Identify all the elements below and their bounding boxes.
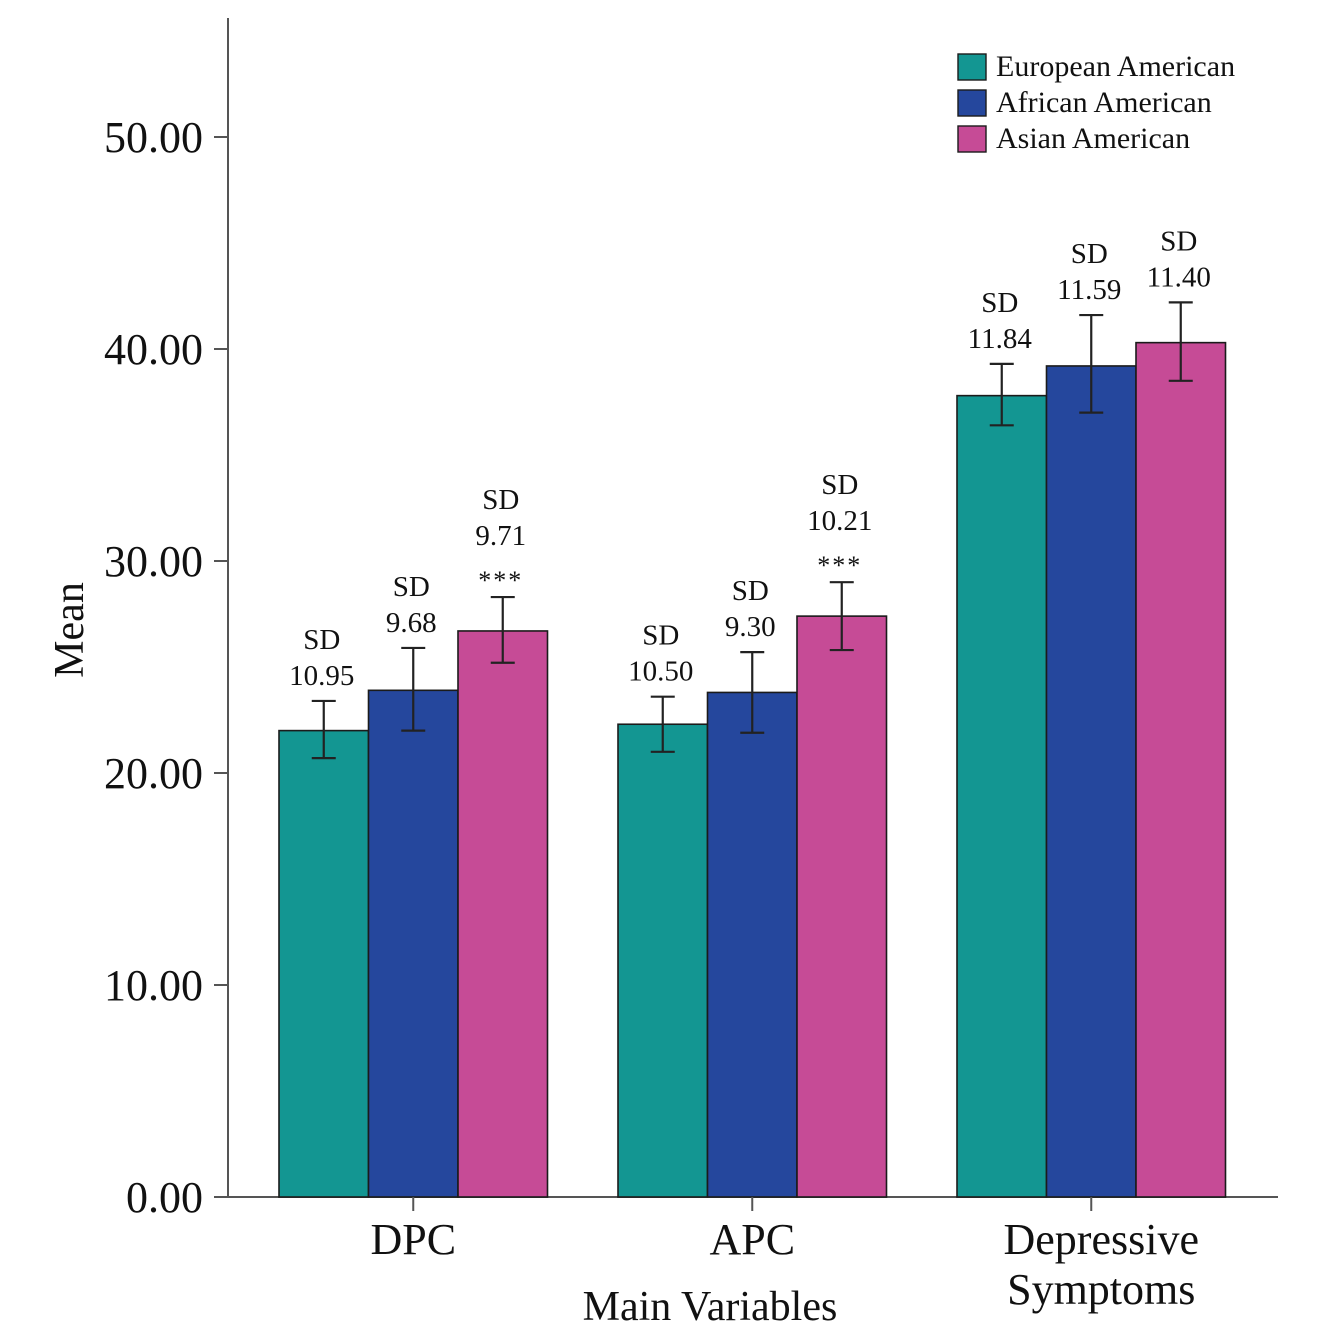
sd-value-label: 9.30 — [725, 611, 776, 643]
sd-value-label: 10.95 — [289, 660, 354, 692]
significance-label: *** — [478, 566, 523, 595]
y-tick-label: 0.00 — [126, 1173, 203, 1222]
y-tick-label: 30.00 — [104, 537, 203, 586]
sd-label: SD — [303, 624, 340, 656]
sd-value-label: 11.40 — [1147, 261, 1211, 293]
legend-label: African American — [996, 86, 1212, 119]
sd-value-label: 9.71 — [475, 520, 526, 552]
x-tick-label: Depressive — [1004, 1215, 1200, 1264]
legend-swatch — [957, 89, 987, 117]
sd-label: SD — [1071, 238, 1108, 270]
legend-swatch — [957, 53, 987, 81]
significance-label: *** — [817, 551, 862, 580]
legend-label: European American — [996, 50, 1235, 83]
bar-african-american — [1045, 365, 1137, 1198]
sd-value-label: 10.50 — [628, 656, 693, 688]
sd-label: SD — [821, 469, 858, 501]
sd-value-label: 11.84 — [968, 323, 1033, 355]
x-axis-title: Main Variables — [583, 1284, 838, 1326]
bar-european-american — [956, 394, 1048, 1198]
y-tick-label: 10.00 — [104, 961, 203, 1010]
y-tick-label: 20.00 — [104, 749, 203, 798]
legend-label: Asian American — [996, 122, 1190, 155]
legend-swatch — [957, 125, 987, 153]
sd-label: SD — [482, 484, 519, 516]
sd-value-label: 9.68 — [386, 607, 437, 639]
x-tick-label: Symptoms — [1007, 1265, 1195, 1314]
bar-european-american — [278, 729, 370, 1198]
sd-label: SD — [642, 620, 679, 652]
x-tick-label: APC — [709, 1215, 795, 1264]
y-axis-title: Mean — [47, 582, 93, 678]
y-tick-label: 40.00 — [104, 325, 203, 374]
sd-value-label: 10.21 — [807, 505, 872, 537]
bar-asian-american — [1135, 341, 1227, 1198]
sd-label: SD — [393, 571, 430, 603]
bar-asian-american — [796, 615, 888, 1198]
x-tick-label: DPC — [370, 1215, 456, 1264]
bar-european-american — [617, 723, 709, 1198]
sd-value-label: 11.59 — [1057, 274, 1121, 306]
bar-african-american — [706, 691, 798, 1198]
bar-asian-american — [457, 630, 549, 1198]
sd-label: SD — [1160, 225, 1197, 257]
sd-label: SD — [732, 575, 769, 607]
sd-label: SD — [981, 287, 1018, 319]
bar-african-american — [367, 689, 459, 1198]
y-tick-label: 50.00 — [104, 113, 203, 162]
